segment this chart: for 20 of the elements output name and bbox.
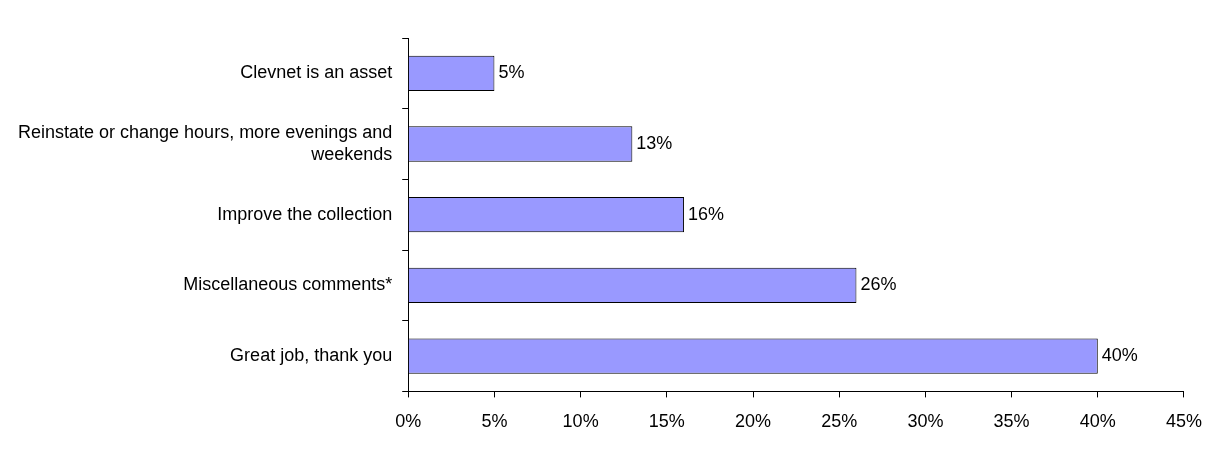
data-label: 26% — [860, 274, 897, 295]
x-tick-label: 30% — [907, 411, 944, 432]
x-tick-label: 10% — [562, 411, 599, 432]
x-tick-label: 25% — [821, 411, 858, 432]
data-label: 40% — [1101, 345, 1138, 366]
x-tick-label: 15% — [648, 411, 685, 432]
x-tick-label: 20% — [734, 411, 772, 432]
data-label: 16% — [688, 203, 725, 224]
y-tick-label: Miscellaneous comments* — [183, 274, 393, 295]
y-tick-label: Reinstate or change hours, more evenings and weekends — [18, 122, 393, 164]
y-tick-label: Clevnet is an asset — [240, 62, 393, 83]
x-tick-label: 5% — [481, 411, 508, 432]
x-tick-label: 40% — [1079, 411, 1116, 432]
x-tick-label: 45% — [1165, 411, 1202, 432]
y-tick-label: Improve the collection — [217, 203, 393, 224]
data-label: 13% — [636, 132, 673, 153]
x-tick-label: 0% — [395, 411, 422, 432]
data-label: 5% — [498, 62, 525, 83]
x-tick-label: 35% — [993, 411, 1030, 432]
y-tick-label: Great job, thank you — [230, 345, 393, 366]
